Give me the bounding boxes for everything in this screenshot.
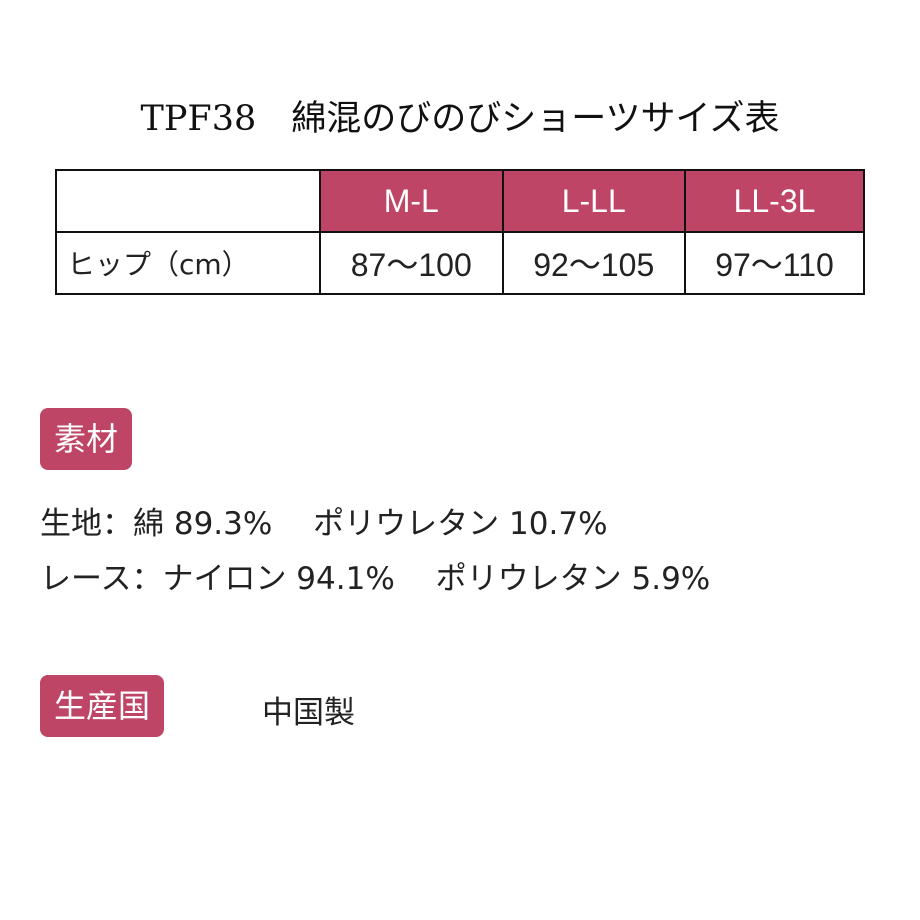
origin-value: 中国製 — [262, 695, 355, 731]
page-title: TPF38 綿混のびのびショーツサイズ表 — [140, 99, 780, 139]
origin-badge: 生産国 — [40, 675, 165, 737]
table-row: ヒップ（cm） 87〜100 92〜105 97〜110 — [55, 231, 865, 295]
header-cell: LL-3L — [684, 169, 865, 233]
table-header-row: M-L L-LL LL-3L — [55, 169, 865, 233]
material-badge: 素材 — [40, 408, 133, 470]
material-line: 生地：綿 89.3% ポリウレタン 10.7% — [40, 506, 608, 542]
table-cell: 87〜100 — [319, 231, 504, 295]
table-cell: 97〜110 — [684, 231, 865, 295]
row-label: ヒップ（cm） — [55, 231, 321, 295]
header-cell: L-LL — [501, 169, 686, 233]
header-cell: M-L — [319, 169, 504, 233]
material-line: レース：ナイロン 94.1% ポリウレタン 5.9% — [40, 561, 711, 597]
size-table: M-L L-LL LL-3L ヒップ（cm） 87〜100 92〜105 97〜… — [55, 169, 865, 295]
header-cell-empty — [55, 169, 321, 233]
table-cell: 92〜105 — [501, 231, 686, 295]
